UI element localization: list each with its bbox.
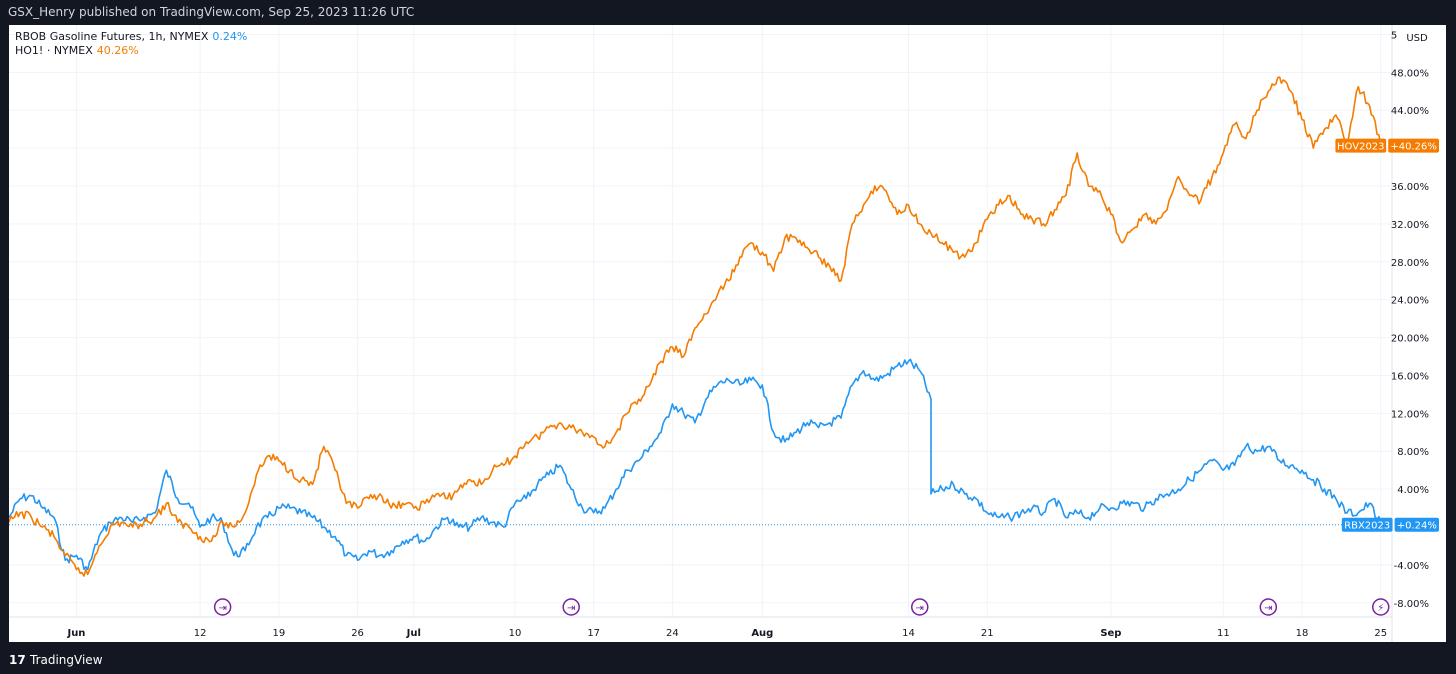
dividend-arrow-icon-glyph: ⇥: [567, 603, 575, 614]
x-tick-label: 19: [272, 628, 285, 639]
y-tick-label: 4.00%: [1397, 485, 1429, 496]
dividend-arrow-icon: [911, 598, 929, 616]
x-tick-label: Sep: [1100, 628, 1121, 639]
badge-symbol-bg: [1341, 517, 1393, 532]
badge-value-bg: [1388, 138, 1439, 153]
lightning-icon-glyph: ⚡: [1377, 603, 1384, 614]
x-tick-label: 11: [1217, 628, 1230, 639]
x-tick-label: Aug: [751, 628, 773, 639]
x-tick-label: 12: [194, 628, 207, 639]
chart-legend: RBOB Gasoline Futures, 1h, NYMEX 0.24% HO…: [15, 30, 247, 58]
y-tick-label: 8.00%: [1397, 447, 1429, 458]
lightning-icon: [1372, 598, 1390, 616]
y-tick-label: -8.00%: [1394, 599, 1429, 610]
y-tick-label: 36.00%: [1391, 182, 1429, 193]
dividend-arrow-icon-glyph: ⇥: [916, 603, 924, 614]
x-tick-label: 10: [509, 628, 522, 639]
x-tick-label: 17: [587, 628, 600, 639]
dividend-arrow-icon: [213, 598, 232, 616]
y-tick-label: 24.00%: [1391, 296, 1429, 307]
y-tick-label: 32.00%: [1391, 220, 1429, 231]
y-tick-label: 12.00%: [1391, 409, 1429, 420]
x-tick-label: 21: [981, 628, 994, 639]
legend-ho-label: HO1! · NYMEX: [15, 44, 93, 57]
legend-rbob-label: RBOB Gasoline Futures, 1h, NYMEX: [15, 30, 209, 43]
x-tick-label: 26: [351, 628, 364, 639]
price-chart[interactable]: -8.00% -4.00% 4.00% 8.00% 12.00% 16.00% 20.00%…: [9, 25, 1446, 642]
y-tick-label: 20.00%: [1391, 334, 1429, 345]
dividend-arrow-icon-glyph: ⇥: [218, 603, 226, 614]
y-tick-label: 44.00%: [1391, 106, 1429, 117]
currency-button[interactable]: USD: [1397, 30, 1437, 48]
tradingview-brand[interactable]: TradingView: [30, 653, 103, 667]
x-tick-label: Jul: [406, 628, 421, 639]
badge-symbol: HOV2023: [1337, 142, 1385, 153]
x-tick-label: 18: [1296, 628, 1309, 639]
series-line-ho: [9, 76, 1382, 577]
published-text: GSX_Henry published on TradingView.com, …: [8, 5, 415, 19]
legend-row-ho[interactable]: HO1! · NYMEX 40.26%: [15, 44, 247, 58]
tradingview-logo-icon[interactable]: 17: [9, 653, 26, 667]
published-header: GSX_Henry published on TradingView.com, …: [0, 0, 1456, 24]
y-tick-label: 16.00%: [1391, 371, 1429, 382]
legend-rbob-value: 0.24%: [212, 30, 248, 43]
badge-value: +0.24%: [1397, 521, 1437, 532]
chart-area[interactable]: -8.00% -4.00% 4.00% 8.00% 12.00% 16.00% 20.00%…: [9, 25, 1446, 642]
x-tick-label: Jun: [66, 628, 85, 639]
dividend-arrow-icon-glyph: ⇥: [1264, 603, 1272, 614]
series-line-rbob: [9, 358, 1382, 571]
badge-value-bg: [1394, 517, 1439, 532]
badge-symbol-bg: [1335, 138, 1387, 153]
dividend-arrow-icon: [562, 598, 580, 616]
x-tick-label: 14: [902, 628, 915, 639]
y-tick-label: -4.00%: [1394, 561, 1429, 572]
badge-value: +40.26%: [1390, 142, 1437, 153]
x-tick-label: 25: [1374, 628, 1387, 639]
legend-ho-value: 40.26%: [96, 44, 139, 57]
legend-row-rbob[interactable]: RBOB Gasoline Futures, 1h, NYMEX 0.24%: [15, 30, 247, 44]
x-tick-label: 24: [666, 628, 679, 639]
footer-bar: 17 TradingView: [0, 644, 1456, 674]
y-tick-label: 48.00%: [1391, 68, 1429, 79]
y-tick-label: 28.00%: [1391, 258, 1429, 269]
badge-symbol: RBX2023: [1344, 521, 1390, 532]
dividend-arrow-icon: [1259, 598, 1278, 616]
